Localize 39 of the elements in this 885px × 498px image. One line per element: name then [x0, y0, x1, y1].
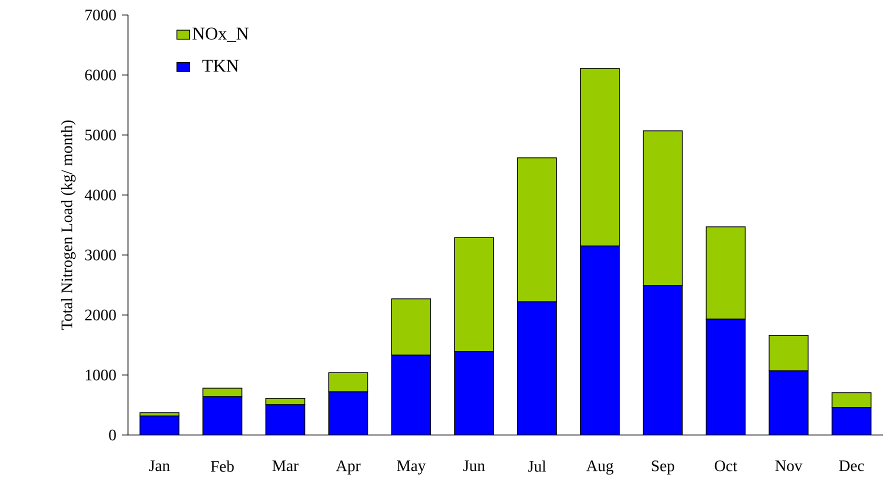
- y-tick-label: 5000: [85, 130, 116, 140]
- bar: [266, 404, 305, 435]
- x-tick-label: Jan: [149, 460, 170, 472]
- bar: [706, 319, 746, 435]
- x-tick-label: Mar: [272, 460, 298, 472]
- x-tick-label: Nov: [775, 460, 802, 472]
- bar: [392, 355, 431, 435]
- bar: [517, 302, 556, 435]
- bar: [140, 416, 179, 435]
- bar: [265, 398, 306, 406]
- x-tick-label: Sep: [652, 460, 674, 475]
- bar: [391, 298, 432, 356]
- bar: [643, 286, 682, 435]
- x-tick-label: Feb: [210, 460, 234, 472]
- bar: [202, 396, 242, 435]
- bar: [328, 372, 368, 392]
- y-tick-label: 3000: [85, 250, 116, 260]
- x-tick-label: May: [396, 460, 426, 474]
- y-tick-label: 2000: [85, 310, 116, 320]
- y-tick-label: 4000: [84, 190, 116, 200]
- x-tick-label: Jul: [528, 460, 546, 472]
- x-tick-label: Oct: [714, 460, 738, 472]
- y-axis-title: Total Nitrogen Load (kg/ month): [61, 120, 76, 330]
- bar: [768, 335, 809, 372]
- x-tick-label: Jun: [463, 460, 485, 472]
- y-tick-label: 6000: [85, 70, 116, 80]
- y-tick-label: 0: [109, 430, 116, 440]
- bar: [769, 370, 808, 435]
- x-tick-label: Apr: [336, 460, 361, 474]
- bar: [328, 392, 368, 435]
- y-tick-label: 7000: [86, 10, 116, 20]
- bar: [832, 407, 872, 435]
- bar: [454, 352, 494, 435]
- y-tick-label: 1000: [86, 370, 116, 380]
- x-tick-label: Dec: [839, 460, 864, 472]
- bar: [580, 246, 620, 435]
- x-tick-label: Aug: [586, 460, 614, 475]
- legend-label: NOx_N: [192, 28, 249, 42]
- legend-label: TKN: [202, 60, 239, 72]
